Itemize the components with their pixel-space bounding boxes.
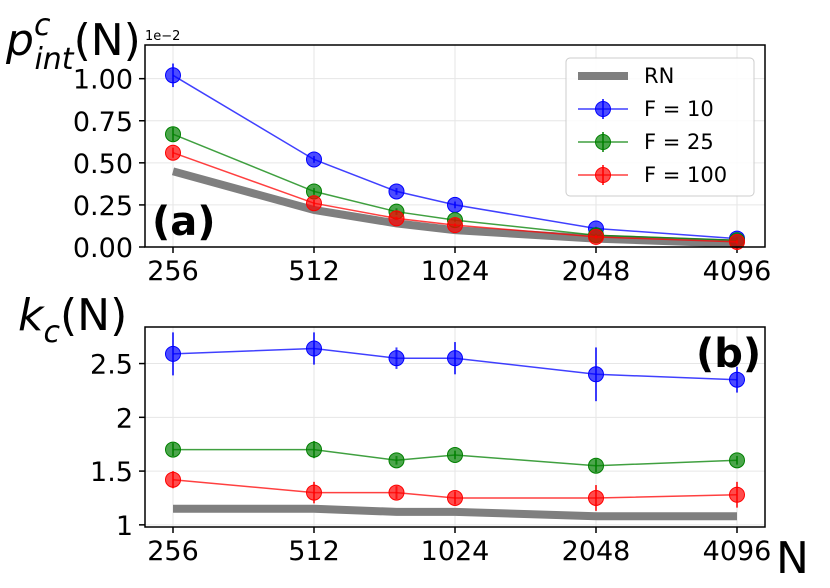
panel-b-series-f-10-point [729,371,745,388]
panel-a-series-f-10-point [447,196,463,213]
panel-b-ylabel: kc(N) [18,290,127,350]
legend-label-f-100: F = 100 [644,163,727,187]
panel-a-series-f-100-point [729,233,745,250]
legend-swatch-f-25-marker [595,134,611,150]
panel-a-ylabel-sub: int [34,42,74,77]
panel-b-y-tick-label: 1.5 [90,457,133,488]
legend: RN F = 10 F = 25 F = 100 [565,57,755,197]
panel-b-series-f-25-point [588,457,604,474]
panel-a-y-tick-label: 0.00 [73,233,133,264]
panel-b-x-tick-label: 2048 [562,536,631,567]
panel-b-x-tick-label: 512 [288,536,340,567]
panel-a-x-tick-label: 2048 [562,256,631,287]
panel-b-series-rn-line [173,504,737,521]
panel-b-series-f-100-point [588,489,604,506]
panel-b-series-f-10-line [172,347,738,381]
panel-a-offset-text: 1e−2 [145,29,180,44]
panel-b-series-f-100-point [306,484,322,501]
panel-a-label: (a) [152,199,216,245]
panel-a-series-f-25-line [172,133,738,242]
panel-b-series-f-25-point [388,452,405,469]
panel-a-x-tick-label: 256 [147,256,199,287]
panel-b-label: (b) [696,331,761,377]
legend-label-rn: RN [644,64,674,88]
panel-a-series-rn-line [171,167,738,248]
panel-a-series-f-25-point [165,126,181,143]
panel-a-series-f-100-point [447,217,463,234]
panel-a-ylabel-arg: (N) [74,15,141,66]
panel-a-series-f-100-line [172,151,738,243]
panel-b-ylabel-base: k [18,290,45,341]
panel-a-y-tick-label: 0.75 [73,107,133,138]
panel-a-ylabel: pc int(N) [5,8,141,77]
panel-b-ylabel-arg: (N) [60,290,127,341]
legend-box [565,57,755,197]
panel-a: pc int(N) 1e−2 256 512 1024 2048 4096 0.00 0.25… [5,8,771,287]
panel-a-series-f-100-point [588,228,604,245]
panel-a-x-tick-label: 1024 [421,256,490,287]
panel-b-series-f-10-point [165,345,181,362]
panel-b-series-f-100-line [172,478,738,499]
panel-b-x-tick-label: 256 [147,536,199,567]
legend-swatch-f-10-marker [595,101,611,117]
x-axis-label: N [776,533,809,584]
panel-b-series-f-100-point [388,484,405,501]
panel-a-frame [144,44,766,248]
panel-a-series-f-100-point [388,210,405,227]
panel-b-series-f-10-point [447,350,463,367]
panel-a-series-f-10-point [306,151,322,168]
legend-label-f-25: F = 25 [644,130,714,154]
panel-a-y-tick-label: 1.00 [73,65,133,96]
panel-b-series-f-25-line [173,448,738,467]
panel-a-x-tick-label: 512 [288,256,340,287]
panel-a-series-f-10-point [165,67,181,84]
panel-a-y-tick-label: 0.50 [73,149,133,180]
panel-a-ylabel-base: p [5,15,34,66]
panel-b-y-tick-label: 2.5 [90,350,133,381]
panel-a-series-f-10-line [172,74,738,240]
panel-a-ylabel-sup: c [34,8,51,43]
panel-b-ylabel-sub: c [43,315,60,350]
panel-b-series-f-25-point [729,452,745,469]
panel-b-y-tick-label: 2 [116,403,133,434]
panel-a-series-f-10-point [388,183,405,200]
panel-a-y-tick-label: 0.25 [73,191,133,222]
panel-b-x-tick-label: 4096 [703,536,772,567]
panel-b-series-f-25-point [447,446,463,463]
legend-swatch-f-100-marker [595,167,611,183]
panel-b-frame [144,326,766,528]
panel-b: kc(N) 256 512 1024 2048 4096 1 1.5 2 2.5 (b) [18,290,771,567]
panel-a-series-f-100-point [306,195,322,212]
panel-b-series-f-25-point [306,441,322,458]
panel-b-series-f-100-point [729,486,745,503]
panel-b-series-f-25-point [165,441,181,458]
panel-b-x-tick-label: 1024 [421,536,490,567]
panel-b-y-tick-label: 1 [116,511,133,542]
panel-b-series-f-10-point [388,350,405,367]
panel-a-series-f-100-point [165,144,181,161]
legend-label-f-10: F = 10 [644,97,714,121]
panel-b-series-f-10-point [588,366,604,383]
panel-a-x-tick-label: 4096 [703,256,772,287]
panel-b-series-f-10-point [306,340,322,357]
panel-b-series-f-100-point [165,471,181,488]
panel-b-series-f-100-point [447,489,463,506]
